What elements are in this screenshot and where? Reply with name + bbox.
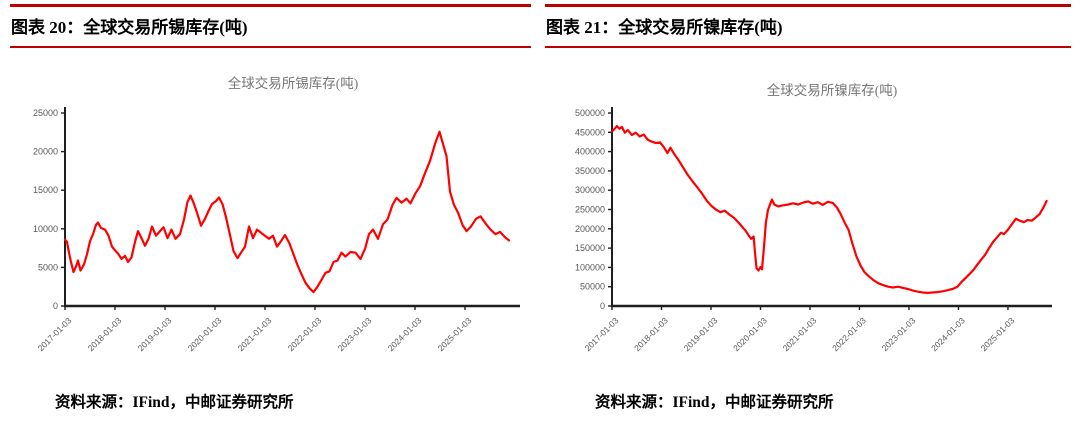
y-axis-tick-label: 5000 [38, 262, 58, 272]
figure-top-rule [10, 4, 531, 7]
x-axis-tick-label: 2020-01-03 [186, 315, 224, 353]
y-axis-tick-label: 200000 [575, 224, 605, 234]
x-axis-tick-label: 2022-01-03 [286, 315, 324, 353]
x-axis-tick-label: 2021-01-03 [781, 315, 819, 353]
y-axis-tick-label: 10000 [33, 224, 58, 234]
x-axis-tick-label: 2023-01-03 [336, 315, 374, 353]
figure-21-nickel-inventory: 图表 21：全球交易所镍库存(吨) 全球交易所镍库存(吨) 0 50000 1000… [545, 0, 1071, 424]
x-axis-tick-label: 2021-01-03 [236, 315, 274, 353]
figure-header-title: 图表 21：全球交易所镍库存(吨) [546, 18, 783, 37]
y-axis-tick-label: 50000 [580, 282, 605, 292]
nickel-inventory-line-chart: 0 50000 100000 150000 200000 250000 300000 3500… [575, 107, 1052, 353]
y-axis-tick-label: 500000 [575, 108, 605, 118]
x-axis-tick-label: 2019-01-03 [136, 315, 174, 353]
chart-title: 全球交易所镍库存(吨) [766, 83, 898, 98]
source-attribution: 资料来源：IFind，中邮证券研究所 [55, 394, 294, 411]
x-axis-tick-label: 2017-01-03 [583, 315, 621, 353]
y-axis-tick-label: 350000 [575, 166, 605, 176]
x-axis-tick-label: 2024-01-03 [929, 315, 967, 353]
figure-20-tin-inventory: 图表 20：全球交易所锡库存(吨) 全球交易所锡库存(吨) 0 5000 10000… [10, 0, 531, 424]
y-axis-tick-label: 0 [53, 301, 58, 311]
series-line-0 [63, 130, 511, 294]
y-axis-tick-label: 15000 [33, 185, 58, 195]
x-axis-tick-label: 2023-01-03 [880, 315, 918, 353]
x-axis-tick-label: 2019-01-03 [682, 315, 720, 353]
figure-bottom-rule [545, 46, 1071, 48]
y-axis-tick-label: 300000 [575, 185, 605, 195]
series-line-0 [610, 125, 1048, 294]
tin-inventory-line-chart: 0 5000 10000 15000 20000 25000 2017-01-03 2018-… [33, 107, 520, 353]
x-axis-tick-label: 2020-01-03 [731, 315, 769, 353]
source-attribution: 资料来源：IFind，中邮证券研究所 [595, 394, 834, 411]
x-axis-tick-label: 2017-01-03 [36, 315, 74, 353]
figure-header-title: 图表 20：全球交易所锡库存(吨) [11, 18, 248, 37]
y-axis-tick-label: 100000 [575, 262, 605, 272]
x-axis-tick-label: 2025-01-03 [436, 315, 474, 353]
x-axis-tick-label: 2022-01-03 [830, 315, 868, 353]
y-axis-tick-label: 0 [600, 301, 605, 311]
x-axis-tick-label: 2018-01-03 [632, 315, 670, 353]
x-axis-tick-label: 2018-01-03 [86, 315, 124, 353]
chart-title: 全球交易所锡库存(吨) [227, 76, 359, 91]
figure-top-rule [545, 4, 1071, 7]
figure-bottom-rule [10, 46, 531, 48]
y-axis-tick-label: 400000 [575, 147, 605, 157]
y-axis-tick-label: 450000 [575, 127, 605, 137]
y-axis-tick-label: 20000 [33, 147, 58, 157]
y-axis-tick-label: 250000 [575, 205, 605, 215]
y-axis-tick-label: 25000 [33, 108, 58, 118]
x-axis-tick-label: 2024-01-03 [386, 315, 424, 353]
x-axis-tick-label: 2025-01-03 [979, 315, 1017, 353]
y-axis-tick-label: 150000 [575, 243, 605, 253]
